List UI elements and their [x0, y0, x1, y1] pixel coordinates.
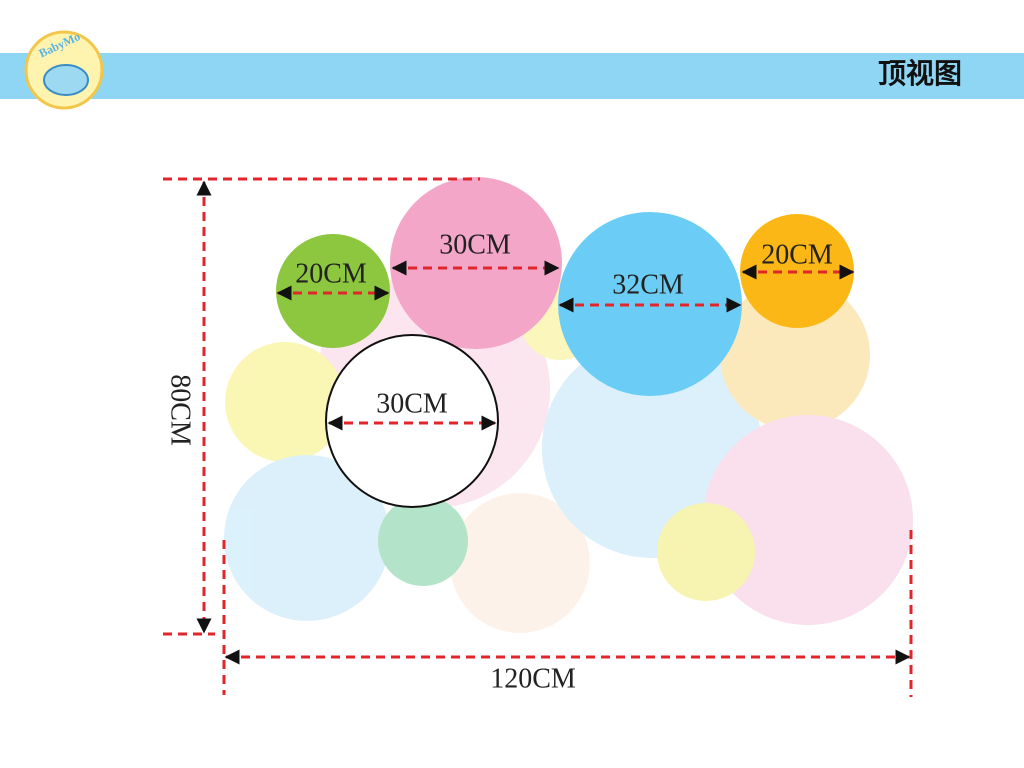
height-label: 80CM — [165, 374, 196, 446]
header-band — [0, 53, 1024, 99]
circle-label: 32CM — [612, 269, 684, 300]
circle-label: 30CM — [376, 388, 448, 419]
circle-label: 20CM — [295, 258, 367, 289]
logo: BabyMo — [24, 29, 104, 110]
circle-green — [276, 234, 390, 348]
circle-label: 20CM — [761, 239, 833, 270]
circle-white — [325, 334, 499, 508]
overall-dimensions — [163, 177, 913, 697]
width-label: 120CM — [490, 663, 576, 694]
header-title: 顶视图 — [878, 57, 962, 90]
circle-label: 30CM — [439, 229, 511, 260]
circle-pink — [390, 177, 562, 349]
circle-dimensions — [276, 260, 855, 431]
